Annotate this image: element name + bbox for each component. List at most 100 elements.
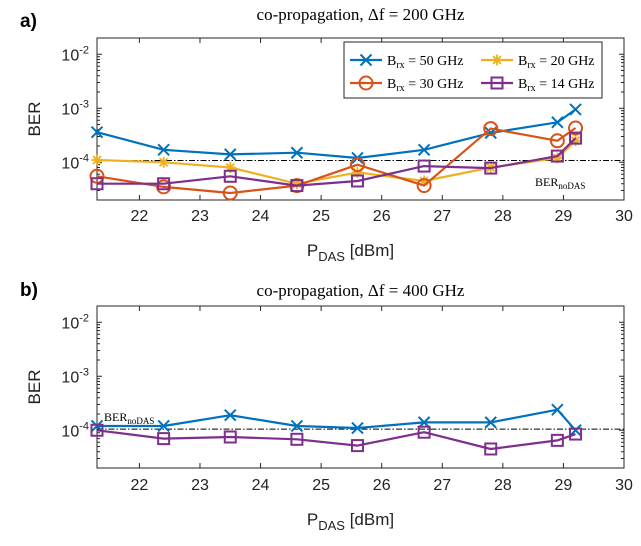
data-point	[90, 423, 104, 437]
x-tick-label: 29	[555, 208, 573, 225]
y-tick-exponent: -3	[79, 366, 89, 378]
x-tick-label: 22	[131, 208, 149, 225]
x-axis-label: PDAS [dBm]	[307, 510, 394, 533]
y-tick-exponent: -2	[79, 312, 89, 324]
series-line	[97, 137, 577, 187]
data-point	[351, 421, 364, 435]
y-tick-exponent: -3	[79, 98, 89, 110]
legend-label-value: = 30 GHz	[405, 77, 464, 92]
x-tick-label: 27	[433, 477, 451, 494]
legend-marker	[358, 75, 374, 91]
legend-marker	[490, 76, 504, 90]
legend-item: Brx = 20 GHz	[481, 54, 595, 71]
data-point	[550, 149, 564, 163]
y-tick-label: 10-2	[61, 312, 89, 332]
x-tick-label: 30	[615, 477, 633, 494]
y-axis-label: BER	[25, 102, 44, 137]
plot-area	[96, 305, 625, 469]
y-tick-base: 10	[61, 315, 79, 332]
x-label-main: P	[307, 241, 318, 260]
data-point	[157, 419, 170, 433]
legend-label-subscript: rx	[396, 60, 404, 71]
legend-marker	[359, 53, 373, 67]
ref-label-main: BER	[535, 175, 558, 189]
series-x	[90, 403, 582, 437]
y-tick-label: 10-3	[61, 98, 89, 118]
x-tick-label: 24	[252, 208, 270, 225]
y-tick-label: 10-4	[61, 152, 89, 172]
x-tick-label: 22	[131, 477, 149, 494]
data-point	[569, 103, 582, 116]
panel-label: a)	[20, 11, 37, 32]
legend-label-subscript: rx	[396, 83, 404, 94]
legend-label: Brx = 50 GHz	[387, 54, 464, 71]
y-tick-base: 10	[61, 423, 79, 440]
series-line	[96, 429, 576, 451]
legend-label-value: = 14 GHz	[536, 77, 595, 92]
legend-label-value: = 20 GHz	[536, 54, 595, 69]
data-point	[484, 416, 497, 429]
data-point	[224, 408, 237, 422]
x-label-main: P	[307, 510, 318, 529]
legend-item: Brx = 14 GHz	[481, 76, 595, 94]
series-square	[90, 131, 583, 193]
data-point	[550, 433, 564, 447]
data-point	[157, 432, 171, 446]
legend-label-main: B	[387, 77, 396, 92]
x-axis-label: PDAS [dBm]	[307, 241, 394, 264]
data-point	[90, 419, 104, 433]
legend-label-value: = 50 GHz	[405, 54, 464, 69]
data-point	[223, 430, 237, 444]
series-square	[90, 423, 583, 456]
y-axis-label: BER	[25, 370, 44, 405]
legend-label-subscript: rx	[527, 83, 535, 94]
data-point	[223, 169, 237, 183]
y-tick-base: 10	[61, 369, 79, 386]
data-point	[549, 133, 565, 149]
ref-label-subscript: noDAS	[127, 416, 154, 426]
data-point	[349, 157, 365, 173]
ref-label-subscript: noDAS	[558, 181, 585, 191]
data-point	[224, 148, 237, 161]
legend-label: Brx = 30 GHz	[387, 77, 464, 94]
legend-label: Brx = 20 GHz	[518, 54, 595, 71]
legend-marker	[491, 54, 503, 66]
data-point	[290, 179, 304, 193]
data-point	[157, 177, 171, 191]
x-tick-label: 25	[312, 477, 330, 494]
data-point	[484, 161, 498, 175]
data-point	[351, 166, 363, 178]
legend-label-main: B	[518, 77, 527, 92]
data-point	[416, 178, 432, 194]
chart-panel-a: a) co-propagation, Δf = 200 GHz 22 23 24 25 26…	[20, 5, 633, 264]
x-tick-label: 23	[191, 208, 209, 225]
legend-label-main: B	[518, 54, 527, 69]
chart-panel-b: b) co-propagation, Δf = 400 GHz 22 23 24 25 26…	[20, 280, 633, 533]
data-point	[417, 425, 431, 439]
data-point	[291, 178, 303, 190]
data-point	[483, 121, 499, 137]
data-point	[290, 419, 304, 433]
y-tick-label: 10-3	[61, 366, 89, 386]
chart-title: co-propagation, Δf = 200 GHz	[257, 5, 465, 24]
data-point	[551, 116, 564, 129]
x-tick-label: 28	[494, 208, 512, 225]
data-point	[157, 143, 170, 157]
x-tick-label: 24	[252, 477, 270, 494]
x-tick-label: 25	[312, 208, 330, 225]
data-point	[350, 174, 364, 188]
data-point	[551, 403, 564, 416]
y-tick-base: 10	[61, 101, 79, 118]
data-point	[569, 131, 583, 145]
data-point	[90, 126, 104, 139]
legend-label-main: B	[387, 54, 396, 69]
data-point	[290, 146, 304, 159]
legend-item: Brx = 30 GHz	[350, 75, 464, 94]
series-circle	[89, 120, 584, 201]
data-point	[91, 154, 103, 166]
y-tick-label: 10-4	[61, 420, 89, 440]
y-tick-exponent: -4	[79, 152, 89, 164]
y-tick-base: 10	[61, 47, 79, 64]
